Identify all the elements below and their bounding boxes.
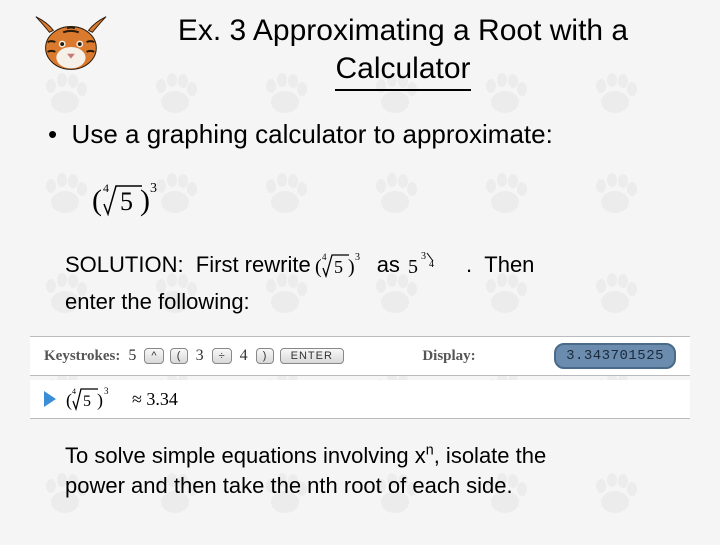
digit-4: 4 (240, 347, 248, 365)
expression-inline-2: 5 3 4 (404, 249, 444, 281)
svg-text:5: 5 (83, 393, 91, 410)
slide-title: Ex. 3 Approximating a Root with a Calcul… (116, 12, 690, 91)
svg-text:3: 3 (150, 181, 157, 196)
solution-part-1: SOLUTION: First rewrite (65, 248, 311, 281)
title-line-2: Calculator (335, 50, 470, 92)
digit-5: 5 (128, 347, 136, 365)
key-rparen: ) (256, 348, 274, 364)
svg-text:): ) (140, 184, 150, 217)
keystrokes-label: Keystrokes: (44, 348, 120, 365)
triangle-bullet-icon (44, 391, 56, 407)
keystrokes-row: Keystrokes: 5 ^ ( 3 ÷ 4 ) ENTER Display:… (30, 336, 690, 376)
expression-inline-1: ( 4 5 ) 3 (315, 249, 373, 281)
approximation-row: ( 4 5 ) 3 ≈ 3.34 (30, 380, 690, 419)
tiger-icon (30, 12, 108, 77)
key-enter: ENTER (280, 348, 344, 364)
svg-text:(: ( (92, 184, 102, 217)
solution-part-3: . Then (466, 248, 534, 281)
svg-text:5: 5 (334, 257, 343, 277)
svg-text:3: 3 (104, 386, 109, 396)
closing-sup: n (426, 443, 434, 459)
svg-text:): ) (97, 390, 103, 411)
expression-main: ( 4 5 ) 3 (92, 174, 690, 224)
svg-text:4: 4 (322, 252, 327, 262)
expression-approx: ( 4 5 ) 3 (66, 384, 122, 414)
slide-header: Ex. 3 Approximating a Root with a Calcul… (30, 12, 690, 91)
key-caret: ^ (144, 348, 163, 364)
solution-text: SOLUTION: First rewrite ( 4 5 ) 3 as 5 3… (65, 248, 690, 318)
solution-part-4: enter the following: (65, 285, 690, 318)
svg-text:4: 4 (72, 387, 76, 396)
display-value: 3.343701525 (554, 343, 676, 369)
svg-text:5: 5 (120, 187, 133, 216)
svg-text:4: 4 (429, 259, 434, 270)
approx-value: ≈ 3.34 (132, 389, 178, 410)
closing-1: To solve simple equations involving x (65, 443, 426, 468)
svg-text:(: ( (315, 256, 322, 278)
key-divide: ÷ (212, 348, 232, 364)
closing-2: , isolate the (434, 443, 547, 468)
solution-part-2: as (377, 248, 400, 281)
display-label: Display: (422, 348, 475, 365)
closing-text: To solve simple equations involving xn, … (65, 441, 690, 500)
closing-3: power and then take the nth root of each… (65, 473, 513, 498)
svg-text:3: 3 (355, 252, 360, 263)
bullet-text: • Use a graphing calculator to approxima… (48, 119, 690, 150)
title-line-1: Ex. 3 Approximating a Root with a (178, 14, 628, 47)
svg-text:4: 4 (103, 181, 109, 195)
key-lparen: ( (170, 348, 188, 364)
svg-text:3: 3 (421, 251, 426, 262)
svg-text:): ) (348, 256, 355, 278)
svg-text:5: 5 (408, 256, 418, 278)
digit-3: 3 (196, 347, 204, 365)
